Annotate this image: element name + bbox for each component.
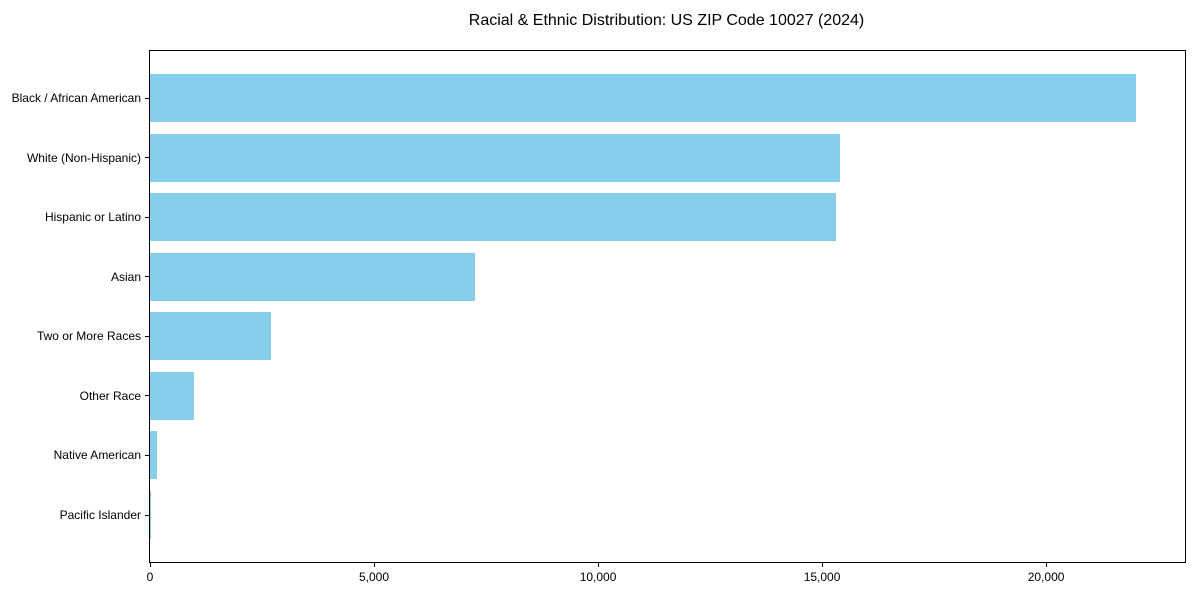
x-tick-mark: [149, 562, 151, 567]
x-tick-mark: [821, 562, 823, 567]
bar: [150, 193, 836, 242]
x-tick-mark: [373, 562, 375, 567]
plot-area: Black / African American White (Non-Hispa…: [12, 50, 1186, 584]
bar: [150, 74, 1136, 122]
x-tick-label: 0: [146, 570, 154, 584]
y-tick-mark: [145, 216, 150, 218]
y-axis-label: Other Race: [79, 388, 141, 403]
chart-title: Racial & Ethnic Distribution: US ZIP Cod…: [468, 12, 865, 29]
x-tick-label: 10,000: [579, 570, 617, 584]
y-axis-label: Two or More Races: [36, 329, 141, 344]
y-tick-mark: [145, 454, 150, 456]
bar: [150, 431, 157, 480]
y-axis-label: Pacific Islander: [59, 508, 141, 522]
bar: [150, 252, 475, 301]
bar: [150, 371, 194, 420]
x-tick-label: 20,000: [1027, 570, 1065, 584]
y-axis-label: White (Non-Hispanic): [26, 150, 141, 165]
y-tick-mark: [145, 97, 150, 99]
y-axis-label: Asian: [110, 269, 141, 284]
bar: [150, 491, 152, 539]
y-axis-label: Hispanic or Latino: [44, 210, 141, 225]
x-tick-mark: [1045, 562, 1047, 567]
y-tick-mark: [145, 276, 150, 278]
y-tick-mark: [145, 335, 150, 337]
y-tick-mark: [145, 395, 150, 397]
y-axis-label: Black / African American: [11, 91, 141, 105]
y-tick-mark: [145, 157, 150, 159]
y-axis-label: Native American: [53, 448, 141, 463]
x-tick-label: 15,000: [803, 570, 841, 584]
x-tick-label: 5,000: [359, 570, 390, 584]
x-tick-mark: [597, 562, 599, 567]
bar: [150, 312, 271, 361]
bar: [150, 133, 840, 182]
y-tick-mark: [145, 514, 150, 516]
